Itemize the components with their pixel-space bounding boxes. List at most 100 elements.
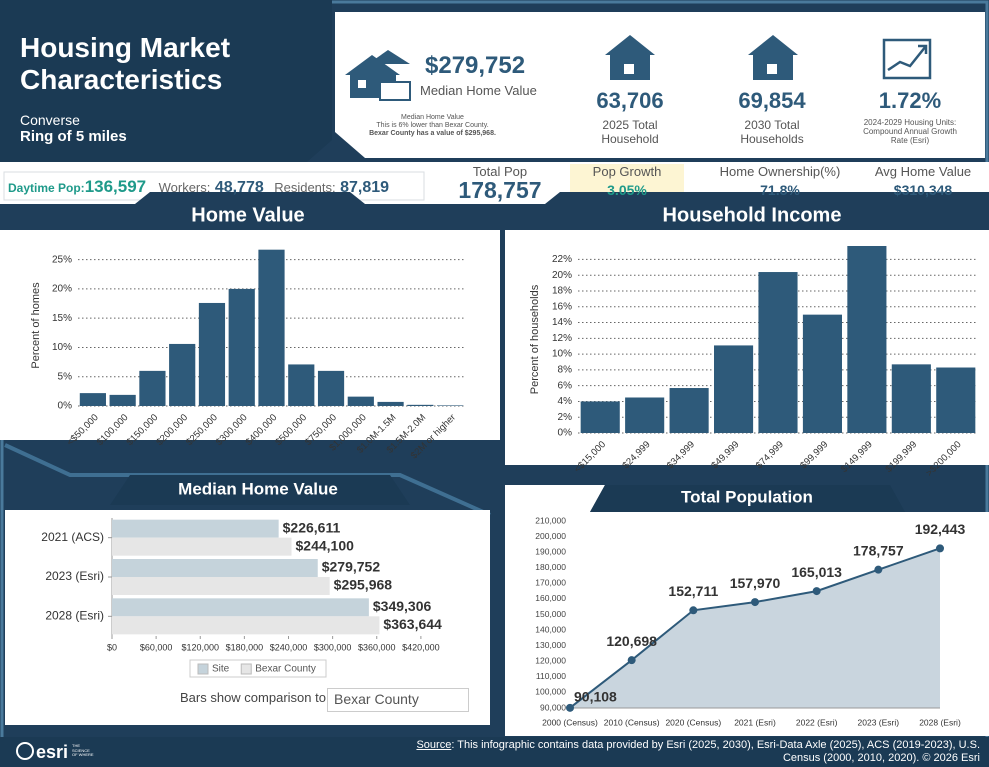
point — [751, 598, 759, 607]
x-tick-label: $180,000 — [226, 642, 264, 652]
value-label: $295,968 — [334, 577, 393, 593]
point — [689, 606, 698, 615]
stat-label: Total Pop — [472, 164, 528, 179]
y-tick-label: 22% — [552, 254, 572, 265]
kpi-label: 2030 Total Households — [740, 118, 804, 146]
y-tick-label: 2023 (Esri) — [45, 569, 104, 583]
bar — [625, 397, 665, 433]
value-label: $363,644 — [383, 616, 442, 632]
bar — [714, 345, 754, 433]
bar — [407, 404, 434, 406]
y-tick-label: 18% — [552, 286, 572, 297]
y-tick-label: 10% — [52, 342, 72, 353]
stat-label: Residents: — [274, 180, 336, 195]
value-label: $279,752 — [322, 559, 381, 575]
bar — [112, 577, 330, 595]
stat-label: Avg Home Value — [874, 164, 972, 179]
y-tick-label: 0% — [558, 428, 573, 439]
median-tab — [110, 475, 410, 505]
y-tick-label: 110,000 — [536, 671, 566, 681]
y-tick-label: 14% — [552, 317, 572, 328]
y-tick-label: 25% — [52, 254, 72, 265]
x-tick-label: $120,000 — [181, 642, 219, 652]
population-tab — [590, 485, 905, 512]
y-tick-label: 100,000 — [535, 687, 566, 697]
daytime-stats: Daytime Pop:136,597 Workers: 48,778 Resi… — [8, 177, 389, 197]
title-panel — [0, 0, 332, 168]
y-tick-label: 5% — [58, 371, 73, 382]
x-tick-label: 2022 (Esri) — [796, 717, 838, 727]
chart-title: Home Value — [191, 204, 304, 226]
bar — [437, 405, 464, 406]
income-tab — [505, 192, 989, 230]
value-label: 165,013 — [791, 564, 842, 580]
stat-label: Workers: — [158, 180, 211, 195]
note-line: This is 6% lower than Bexar County. — [376, 122, 489, 130]
bar — [347, 396, 374, 406]
x-tick-label: $0 — [107, 642, 117, 652]
value-label: 178,757 — [853, 542, 904, 558]
esri-globe — [16, 742, 34, 760]
stat-value: 87,819 — [340, 179, 390, 196]
stat-label: Daytime Pop: — [8, 181, 85, 195]
y-tick-label: 130,000 — [535, 640, 566, 650]
y-tick-label: 15% — [52, 313, 72, 324]
title: Housing Market Characteristics — [20, 32, 231, 95]
bar — [139, 370, 166, 406]
stat-value: 48,778 — [214, 179, 264, 196]
point — [627, 656, 636, 665]
bar — [847, 246, 887, 433]
source-text: : This infographic contains data provide… — [451, 739, 980, 764]
y-tick-label: 12% — [552, 333, 572, 344]
value-label: 192,443 — [915, 521, 966, 537]
stat-label: Home Ownership(%) — [719, 164, 841, 179]
bar — [169, 343, 196, 406]
y-tick-label: 4% — [558, 396, 573, 407]
y-tick-label: 20% — [52, 284, 72, 295]
chart-title: Total Population — [681, 487, 813, 506]
y-axis-label: Percent of homes — [30, 282, 42, 369]
y-tick-label: 6% — [558, 380, 573, 391]
note-line: Bexar County has a value of $295,968. — [369, 130, 496, 138]
y-tick-label: 0% — [58, 401, 73, 412]
chart-title: Household Income — [663, 204, 842, 226]
chart-title: Median Home Value — [178, 479, 338, 498]
y-tick-label: 16% — [552, 301, 572, 312]
bar — [109, 394, 136, 406]
y-tick-label: 170,000 — [535, 578, 566, 588]
stat-value: 3.05% — [607, 182, 647, 198]
y-tick-label: 2021 (ACS) — [41, 530, 104, 544]
bar — [112, 559, 318, 577]
comparison-label: Bars show comparison to — [180, 690, 326, 705]
y-axis-label: Percent of households — [529, 284, 541, 394]
bar — [758, 272, 798, 433]
bar — [112, 537, 292, 556]
y-tick-label: 210,000 — [535, 515, 566, 525]
location: Converse — [20, 112, 80, 128]
kpi-value: 1.72% — [878, 88, 942, 113]
bar — [198, 302, 226, 406]
house-icon-2030 — [748, 35, 798, 80]
value-label: 120,698 — [606, 633, 657, 649]
y-tick-label: 8% — [558, 365, 573, 376]
bar — [112, 616, 380, 635]
value-label: 90,108 — [574, 689, 617, 705]
footer-bar — [0, 737, 989, 767]
home-value-tab — [0, 192, 500, 230]
value-label: $226,611 — [283, 519, 341, 535]
legend-swatch — [197, 663, 209, 675]
x-tick-label: 2021 (Esri) — [734, 717, 776, 727]
bar — [79, 393, 106, 406]
bar — [228, 288, 255, 406]
bar — [112, 598, 369, 617]
comparison-select[interactable]: Bexar County — [327, 688, 469, 712]
bar — [112, 519, 279, 538]
y-tick-label: 90,000 — [540, 702, 566, 712]
esri-tagline: THE SCIENCE OF WHERE — [72, 743, 94, 758]
ring: Ring of 5 miles — [20, 128, 127, 145]
y-tick-label: 200,000 — [535, 531, 566, 541]
x-tick-label: $300,000 — [314, 642, 352, 652]
bar — [802, 314, 842, 433]
value-label: 157,970 — [730, 575, 781, 591]
